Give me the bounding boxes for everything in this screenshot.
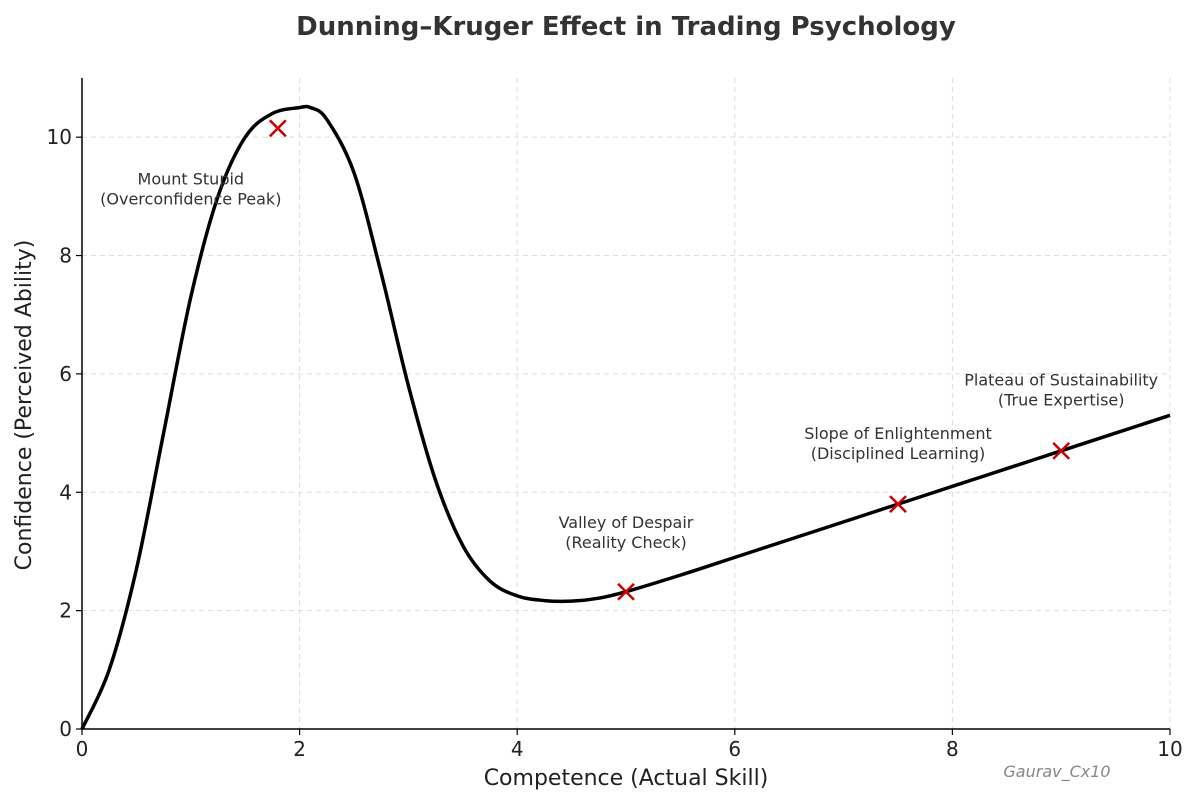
annotation-2-line-0: Slope of Enlightenment	[804, 424, 992, 443]
y-axis-label: Confidence (Perceived Ability)	[12, 240, 37, 571]
x-axis-label: Competence (Actual Skill)	[484, 766, 769, 791]
annotation-3-line-1: (True Expertise)	[998, 391, 1125, 410]
annotation-2: Slope of Enlightenment (Disciplined Learn…	[804, 424, 992, 463]
marker-0	[268, 119, 287, 138]
annotations: Mount Stupid (Overconfidence Peak) Valley …	[100, 170, 1158, 552]
annotation-1-line-0: Valley of Despair	[559, 513, 694, 532]
marker-1	[617, 582, 635, 601]
marker-0-stroke-b	[268, 119, 287, 138]
x-tick-label-5: 10	[1157, 737, 1182, 761]
y-tick-label-3: 6	[59, 362, 72, 386]
markers	[268, 119, 1071, 601]
x-tick-label-0: 0	[76, 737, 89, 761]
marker-2	[889, 495, 907, 513]
y-ticks: 0 2 4 6 8 10	[47, 125, 82, 741]
series-line-0	[80, 104, 1171, 730]
x-ticks: 0 2 4 6 8 10	[76, 729, 1183, 761]
annotation-1: Valley of Despair (Reality Check)	[559, 513, 694, 552]
annotation-0-line-1: (Overconfidence Peak)	[100, 190, 281, 209]
marker-2-stroke-b	[889, 495, 907, 513]
annotation-1-line-1: (Reality Check)	[565, 533, 686, 552]
y-tick-label-1: 2	[59, 599, 72, 623]
annotation-3: Plateau of Sustainability (True Expertise…	[964, 371, 1158, 410]
y-tick-label-2: 4	[59, 480, 72, 504]
watermark: Gaurav_Cx10	[1003, 762, 1110, 782]
chart-title: Dunning–Kruger Effect in Trading Psychol…	[296, 12, 956, 42]
marker-3	[1052, 441, 1071, 460]
annotation-2-line-1: (Disciplined Learning)	[811, 444, 986, 463]
y-tick-label-5: 10	[47, 125, 72, 149]
x-tick-label-2: 4	[511, 737, 524, 761]
grid	[82, 78, 1171, 729]
x-tick-label-1: 2	[293, 737, 306, 761]
annotation-0: Mount Stupid (Overconfidence Peak)	[100, 170, 281, 209]
x-tick-label-4: 8	[946, 737, 959, 761]
marker-1-stroke-b	[617, 582, 635, 601]
marker-3-stroke-b	[1052, 441, 1071, 460]
axes	[81, 78, 1170, 730]
annotation-3-line-0: Plateau of Sustainability	[964, 371, 1158, 390]
y-tick-label-0: 0	[59, 717, 72, 741]
series	[80, 104, 1171, 730]
y-tick-label-4: 8	[59, 244, 72, 268]
x-tick-label-3: 6	[728, 737, 741, 761]
annotation-0-line-0: Mount Stupid	[138, 170, 245, 189]
